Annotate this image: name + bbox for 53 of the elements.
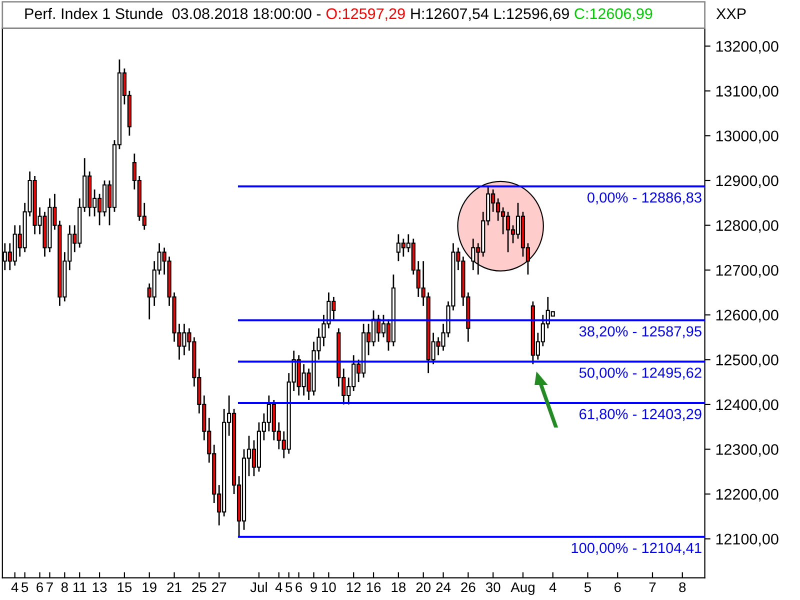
y-tick-label: 12100,00	[716, 534, 778, 546]
x-tick-label: 7	[649, 582, 656, 592]
y-tick-label: 12800,00	[716, 220, 778, 233]
y-tick-label: 12200,00	[716, 488, 778, 502]
annotation: 61,80% - 12403,29	[580, 408, 702, 421]
x-tick-label: 4	[275, 582, 282, 592]
x-tick-label: 12	[346, 582, 361, 592]
y-tick-label: 12500,00	[716, 354, 778, 368]
y-tick-label: 13100,00	[716, 86, 778, 98]
x-tick-label: 18	[392, 582, 406, 592]
x-tick-label: Aug	[510, 582, 534, 595]
x-tick-label: 7	[46, 582, 53, 592]
annotation: 100,00% - 12104,41	[572, 542, 702, 555]
y-tick-label: 12700,00	[716, 264, 778, 278]
x-tick-label: 6	[296, 582, 302, 592]
x-tick-label: 8	[679, 582, 686, 592]
x-tick-label: 10	[322, 582, 336, 592]
x-tick-label: 21	[167, 582, 182, 592]
x-tick-label: 13	[92, 582, 107, 592]
x-tick-label: 5	[22, 582, 28, 592]
text: H:12607,54 L:12596,69	[411, 8, 569, 21]
x-tick-label: 4	[549, 582, 556, 592]
x-tick-label: 5	[286, 582, 292, 592]
annotation: 38,20% - 12587,95	[579, 326, 702, 338]
x-tick-label: 6	[614, 582, 621, 592]
y-tick-label: 12600,00	[716, 310, 778, 322]
y-tick-label: 13200,00	[716, 40, 778, 54]
x-tick-label: Jul	[250, 582, 267, 592]
chart-title: Perf. Index 1 Stunde 03.08.2018 18:00:00 -	[25, 8, 321, 20]
x-tick-label: 19	[142, 582, 156, 592]
y-tick-label: 13000,00	[716, 130, 778, 144]
x-tick-label: 16	[366, 582, 381, 592]
x-tick-label: 27	[212, 582, 226, 592]
y-tick-label: 12400,00	[716, 399, 778, 412]
y-tick-label: 12900,00	[716, 175, 778, 188]
x-tick-label: 11	[73, 582, 86, 592]
text: XXP	[716, 8, 746, 19]
x-tick-label: 6	[36, 582, 44, 592]
x-tick-label: 20	[416, 582, 431, 592]
x-tick-label: 8	[61, 582, 68, 592]
x-tick-label: 26	[461, 582, 476, 592]
x-tick-label: 25	[192, 582, 206, 592]
x-tick-label: 24	[436, 582, 451, 592]
annotation: 0,00% - 12886,83	[587, 192, 702, 204]
annotation: 50,00% - 12495,62	[579, 368, 702, 380]
x-tick-label: 30	[486, 582, 500, 592]
x-tick-label: 5	[584, 582, 592, 592]
x-tick-label: 15	[118, 582, 132, 592]
text: O:12597,29	[326, 8, 405, 21]
x-tick-label: 9	[310, 582, 317, 592]
y-tick-label: 12300,00	[716, 444, 778, 457]
text: C:12606,99	[574, 8, 652, 21]
x-tick-label: 4	[11, 582, 18, 592]
